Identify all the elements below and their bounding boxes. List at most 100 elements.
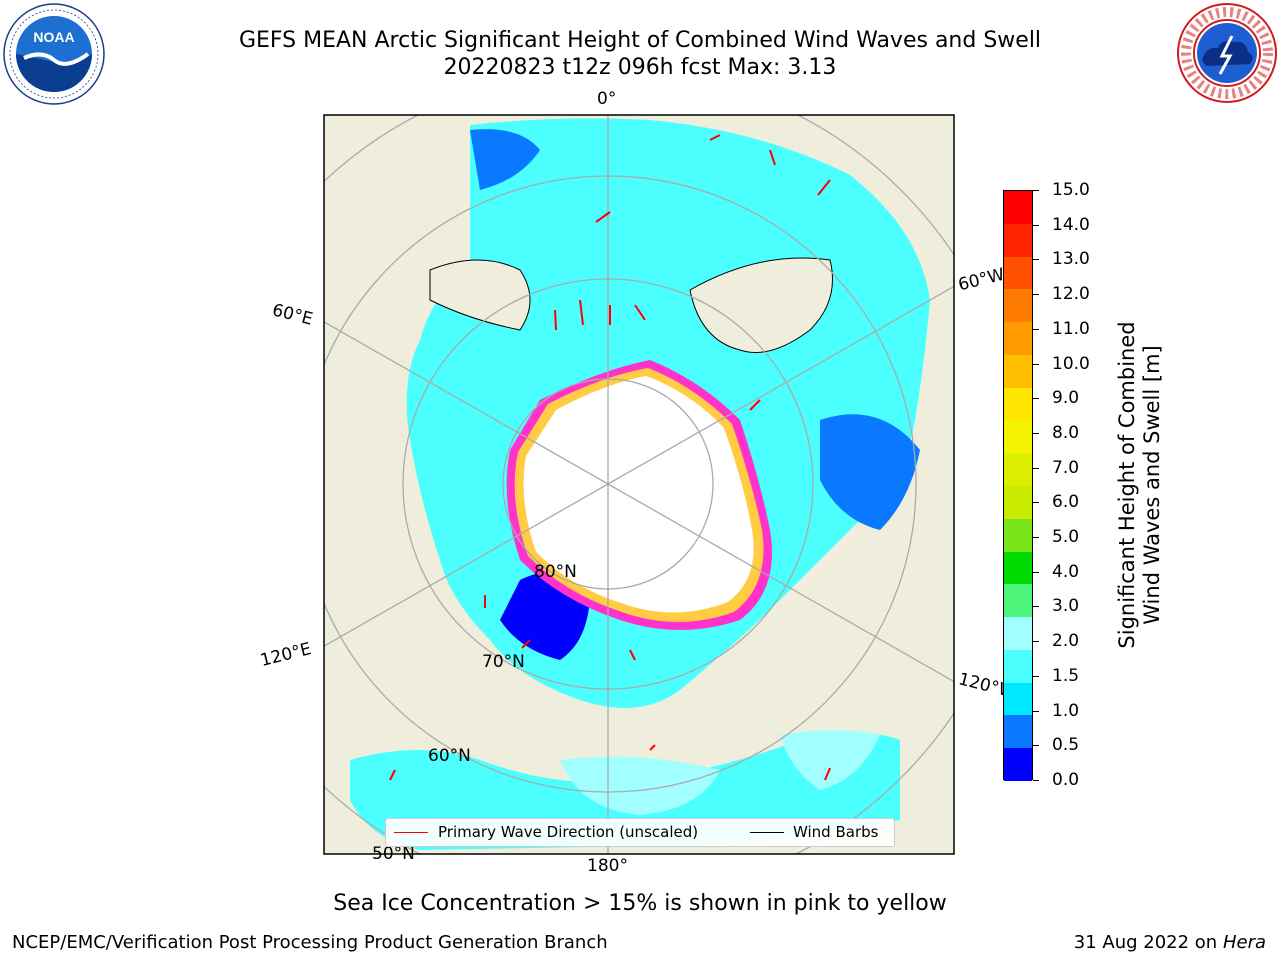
wave-arrow xyxy=(709,134,721,141)
colorbar-tick-mark xyxy=(1033,328,1039,330)
colorbar-tick-mark xyxy=(1033,745,1039,747)
colorbar-title: Significant Height of Combined Wind Waves… xyxy=(1115,321,1165,648)
chart-title: GEFS MEAN Arctic Significant Height of C… xyxy=(238,28,1042,53)
colorbar-bin xyxy=(1004,420,1032,454)
colorbar-title-line1: Significant Height of Combined xyxy=(1115,321,1139,649)
colorbar-bin xyxy=(1004,322,1032,356)
wave-arrow xyxy=(554,309,557,331)
footer-system: Hera xyxy=(1222,932,1266,953)
colorbar-tick-label: 1.5 xyxy=(1052,665,1080,686)
colorbar-tick-label: 15.0 xyxy=(1052,180,1090,200)
colorbar-bin xyxy=(1004,289,1032,323)
footer-date: 31 Aug 2022 on Hera xyxy=(1074,932,1266,953)
colorbar-tick-label: 0.5 xyxy=(1052,735,1080,756)
colorbar-bin xyxy=(1004,486,1032,520)
colorbar-tick-mark xyxy=(1033,363,1039,365)
colorbar-tick-label: 14.0 xyxy=(1052,214,1090,235)
lat-label-70n: 70°N xyxy=(482,652,525,672)
wave-arrow xyxy=(634,304,646,321)
colorbar-bin xyxy=(1004,715,1032,749)
colorbar-bin xyxy=(1004,256,1032,290)
wave-direction-swatch xyxy=(394,832,428,833)
colorbar-tick-mark xyxy=(1033,259,1039,261)
colorbar-bin xyxy=(1004,387,1032,421)
lat-label-60n: 60°N xyxy=(428,746,471,766)
colorbar-tick-mark xyxy=(1033,641,1039,643)
lat-label-80n: 80°N xyxy=(534,562,577,582)
colorbar-tick-label: 8.0 xyxy=(1052,422,1080,443)
colorbar-tick-label: 10.0 xyxy=(1052,353,1090,374)
ocean-low-waves-3 xyxy=(470,129,540,190)
ocean-moderate-waves xyxy=(560,756,720,815)
colorbar-tick-mark xyxy=(1033,710,1039,712)
colorbar-bin xyxy=(1004,518,1032,553)
ocean-low-waves-2 xyxy=(820,414,920,530)
ocean-moderate-waves-2 xyxy=(780,730,880,790)
wind-barb-swatch xyxy=(750,832,784,833)
colorbar-tick-label: 3.0 xyxy=(1052,596,1080,617)
wave-arrows xyxy=(389,134,831,781)
colorbar-bin xyxy=(1004,682,1032,716)
ice-core xyxy=(523,376,754,613)
colorbar-tick-mark xyxy=(1033,502,1039,504)
sea-ice-note: Sea Ice Concentration > 15% is shown in … xyxy=(333,891,947,916)
colorbar-title-line2: Wind Waves and Swell [m] xyxy=(1140,345,1164,625)
colorbar-tick-mark xyxy=(1033,398,1039,400)
map-legend: Primary Wave Direction (unscaled) Wind B… xyxy=(385,818,895,847)
colorbar-tick-mark xyxy=(1033,675,1039,677)
wave-arrow xyxy=(769,149,776,166)
colorbar-tick-label: 6.0 xyxy=(1052,492,1080,513)
colorbar-bin xyxy=(1004,584,1032,618)
wave-arrow xyxy=(649,744,656,751)
landmass-scandinavia xyxy=(429,259,531,331)
footer-date-text: 31 Aug 2022 on xyxy=(1073,932,1218,953)
colorbar xyxy=(1003,190,1033,782)
colorbar-tick-mark xyxy=(1033,537,1039,539)
colorbar-tick-mark xyxy=(1033,606,1039,608)
colorbar-bin xyxy=(1004,191,1032,225)
graticule xyxy=(324,115,954,854)
colorbar-tick-label: 2.0 xyxy=(1052,631,1080,652)
colorbar-tick-label: 4.0 xyxy=(1052,561,1080,582)
colorbar-bin xyxy=(1004,354,1032,389)
landmass-greenland xyxy=(689,257,833,353)
colorbar-tick-mark xyxy=(1033,780,1039,781)
legend-wind-barbs: Wind Barbs xyxy=(793,823,879,841)
lon-label-180: 180° xyxy=(587,856,628,876)
colorbar-bin xyxy=(1004,649,1032,684)
lat-label-50n: 50°N xyxy=(372,844,415,864)
wave-arrow xyxy=(579,299,584,326)
lon-label-0: 0° xyxy=(597,89,617,109)
wave-arrow xyxy=(749,399,761,411)
chart-subtitle: 20220823 t12z 096h fcst Max: 3.13 xyxy=(443,55,837,80)
colorbar-tick-label: 7.0 xyxy=(1052,457,1080,478)
wave-arrow xyxy=(629,649,636,661)
noaa-logo: NOAA xyxy=(3,3,105,105)
colorbar-tick-label: 9.0 xyxy=(1052,388,1080,409)
colorbar-tick-mark xyxy=(1033,190,1039,191)
colorbar-tick-mark xyxy=(1033,467,1039,469)
wave-arrow xyxy=(521,639,531,649)
noaa-logo-text: NOAA xyxy=(33,29,74,45)
legend-wave-direction: Primary Wave Direction (unscaled) xyxy=(438,823,699,841)
colorbar-tick-label: 5.0 xyxy=(1052,527,1080,548)
colorbar-tick-label: 11.0 xyxy=(1052,318,1090,339)
colorbar-tick-mark xyxy=(1033,432,1039,434)
footer-credit: NCEP/EMC/Verification Post Processing Pr… xyxy=(12,932,608,953)
colorbar-tick-label: 13.0 xyxy=(1052,249,1090,270)
colorbar-tick-label: 1.0 xyxy=(1052,700,1080,721)
colorbar-bin xyxy=(1004,748,1032,782)
wave-arrow xyxy=(389,769,396,781)
colorbar-tick-mark xyxy=(1033,224,1039,226)
colorbar-bin xyxy=(1004,551,1032,585)
nws-logo xyxy=(1177,3,1277,103)
colorbar-tick-mark xyxy=(1033,571,1039,573)
colorbar-bin xyxy=(1004,617,1032,651)
wave-arrow xyxy=(817,179,831,196)
wave-arrow xyxy=(824,767,831,781)
map-frame xyxy=(323,114,955,855)
colorbar-tick-label: 0.0 xyxy=(1052,770,1080,790)
wave-arrow xyxy=(595,211,611,223)
colorbar-tick-mark xyxy=(1033,294,1039,296)
